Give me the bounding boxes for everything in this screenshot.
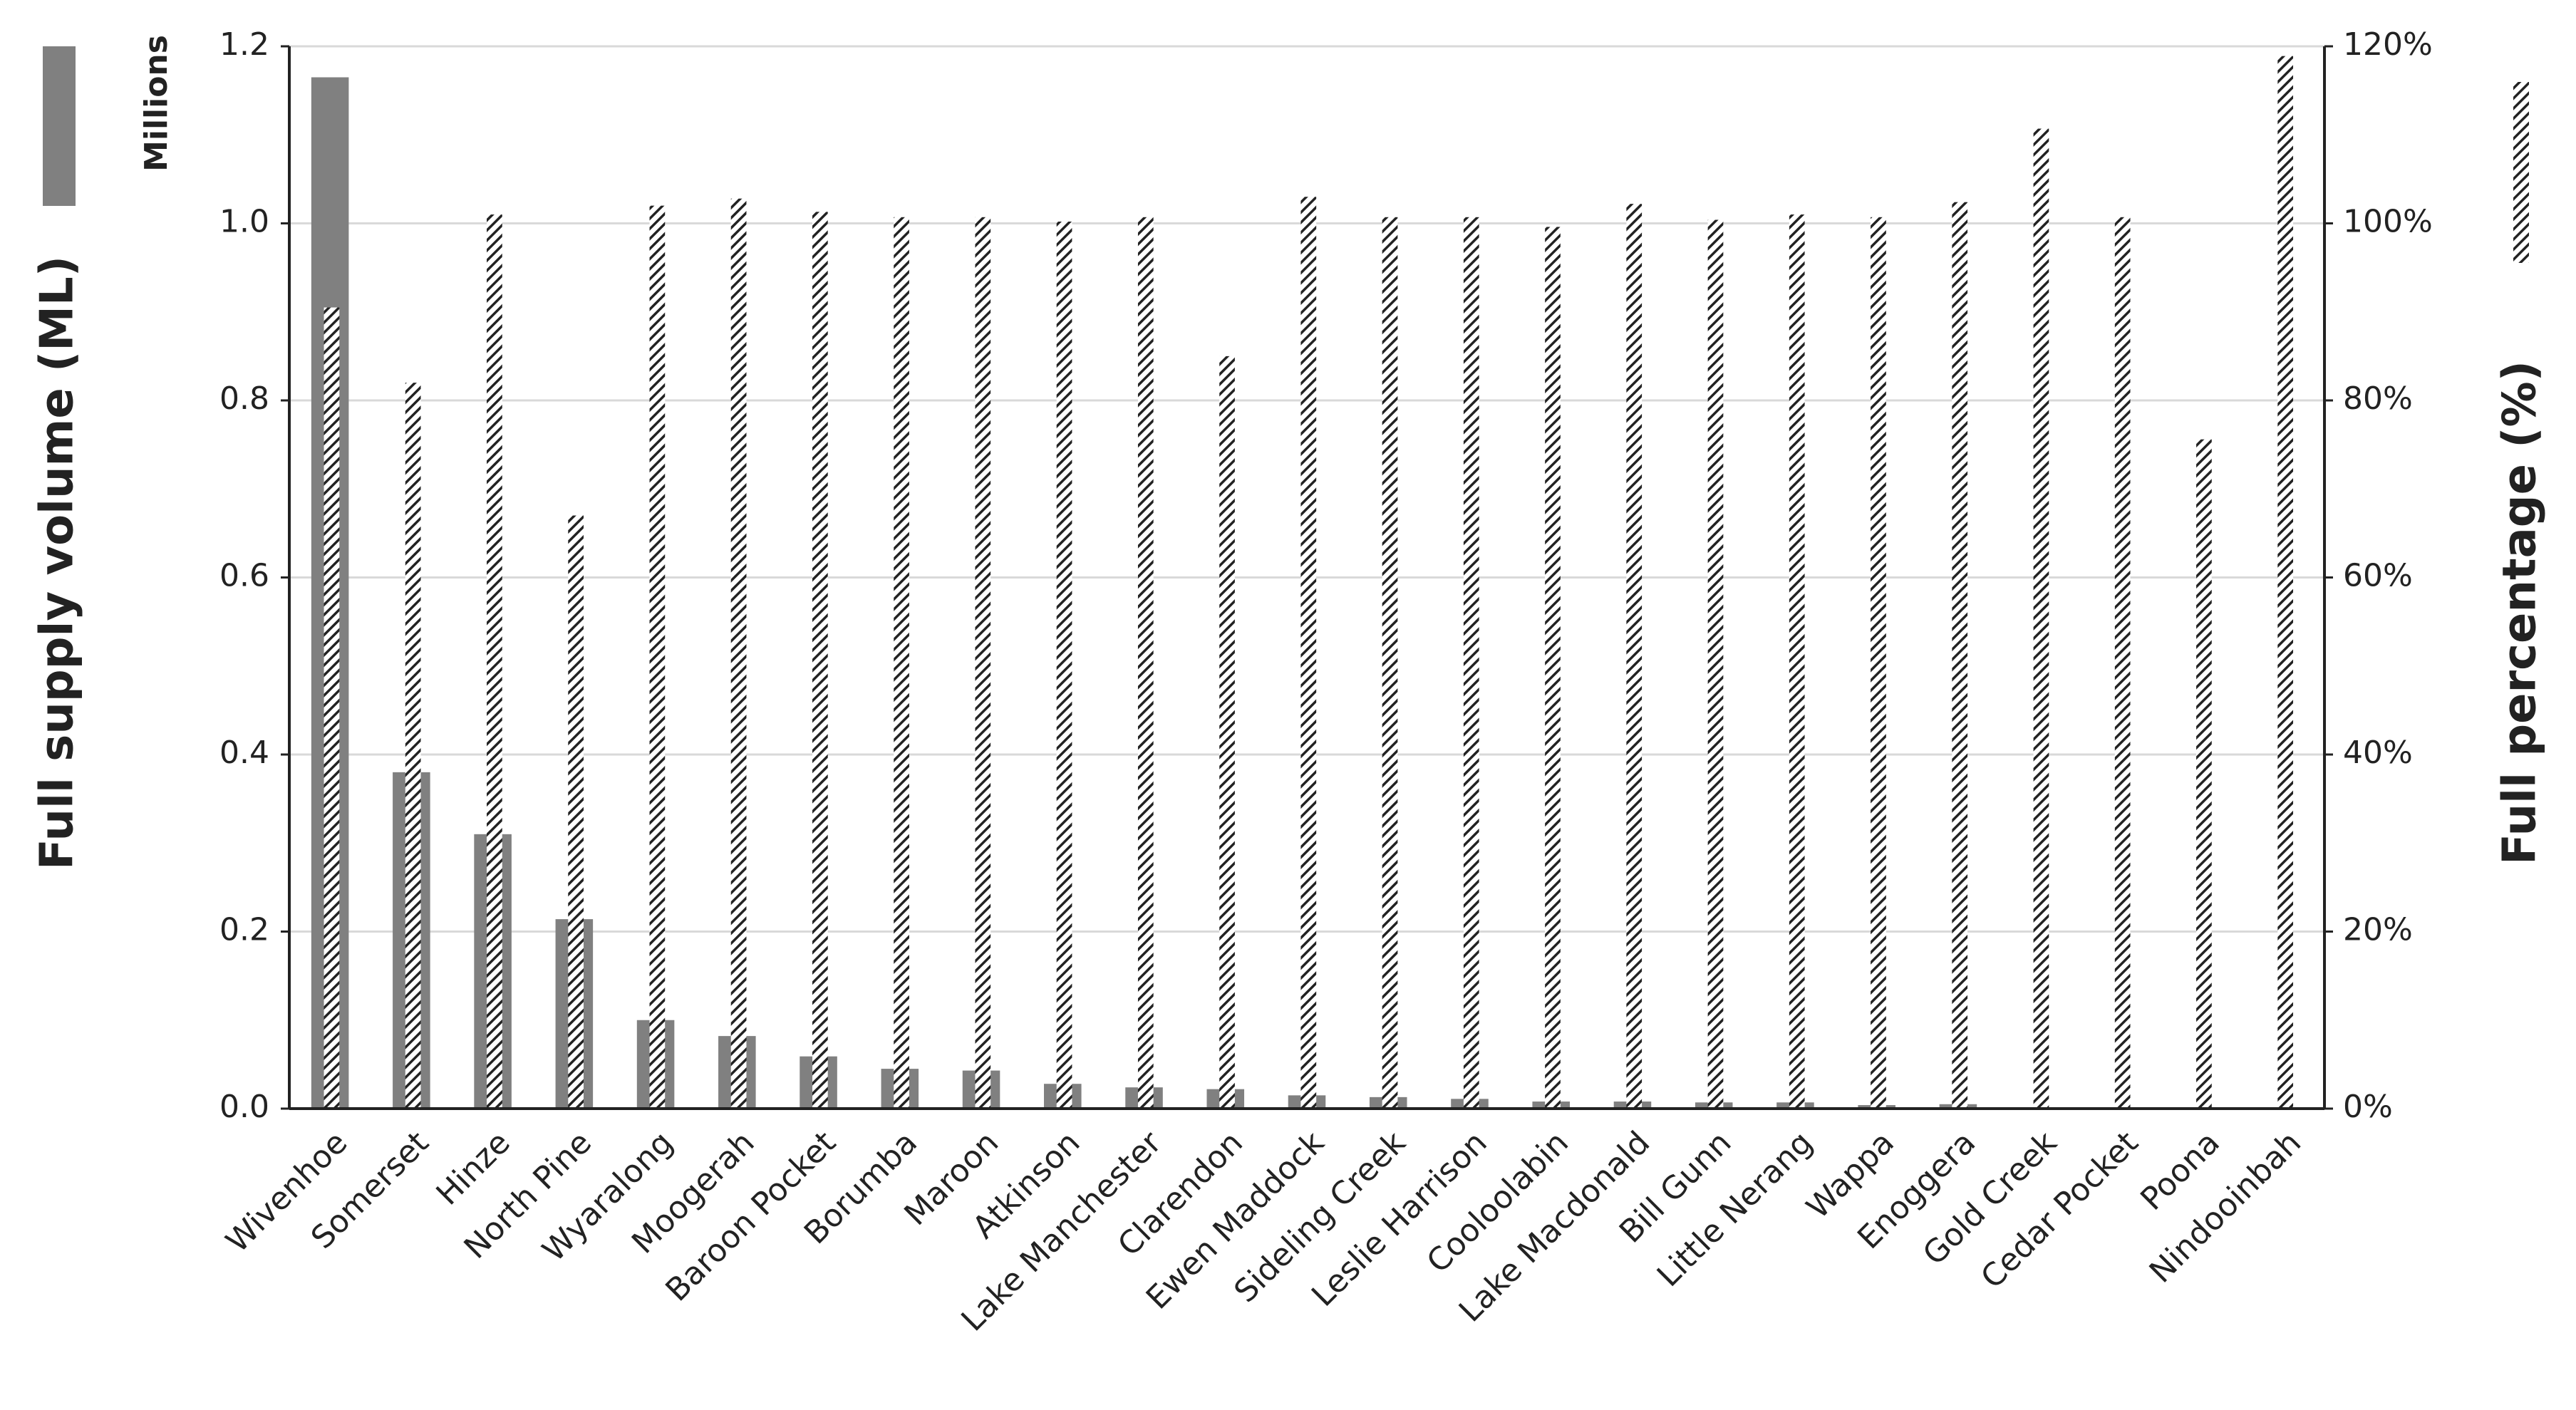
bar-percentage bbox=[730, 198, 747, 1109]
bar-percentage bbox=[2196, 439, 2212, 1109]
y-tick-label: 1.0 bbox=[219, 204, 269, 240]
y2-tick-label: 60% bbox=[2343, 558, 2413, 594]
y-tick-label: 0.6 bbox=[219, 558, 269, 594]
y2-axis-title: Full percentage (%) bbox=[2494, 361, 2547, 865]
y-tick-label: 0.0 bbox=[219, 1089, 269, 1125]
bar-percentage bbox=[1952, 202, 1968, 1109]
y-tick-label: 0.2 bbox=[219, 912, 269, 948]
legend-swatch-volume bbox=[43, 46, 76, 206]
legend-swatch-percentage bbox=[2513, 82, 2529, 263]
x-tick-label: Cooloolabin bbox=[1420, 1124, 1576, 1280]
y2-tick-label: 100% bbox=[2343, 204, 2433, 240]
y2-tick-label: 120% bbox=[2343, 26, 2433, 63]
y2-tick-label: 40% bbox=[2343, 735, 2413, 771]
y-axis-title: Full supply volume (ML) bbox=[31, 256, 84, 870]
y2-tick-label: 20% bbox=[2343, 912, 2413, 948]
bar-percentage bbox=[894, 217, 909, 1109]
bar-percentage bbox=[2114, 217, 2131, 1109]
bar-percentage bbox=[1463, 217, 1479, 1109]
bar-percentage bbox=[975, 217, 991, 1109]
bar-percentage bbox=[1545, 227, 1561, 1109]
bar-percentage bbox=[1871, 217, 1886, 1109]
bar-percentage bbox=[405, 383, 421, 1109]
bar-percentage bbox=[2277, 56, 2294, 1109]
bar-percentage bbox=[568, 515, 584, 1109]
bar-percentage bbox=[2033, 128, 2049, 1109]
bar-percentage bbox=[1707, 219, 1724, 1109]
bar-percentage bbox=[487, 214, 502, 1109]
y-tick-label: 0.8 bbox=[219, 380, 269, 417]
y-tick-label: 0.4 bbox=[219, 735, 269, 771]
bar-percentage bbox=[812, 212, 828, 1109]
bar-percentage bbox=[1219, 356, 1235, 1109]
bar-percentage bbox=[1300, 197, 1317, 1109]
bar-percentage bbox=[1382, 217, 1398, 1109]
bar-percentage bbox=[1056, 222, 1072, 1109]
bar-percentage bbox=[649, 205, 666, 1109]
y2-tick-label: 0% bbox=[2343, 1089, 2393, 1125]
bar-percentage bbox=[1789, 214, 1805, 1109]
y-tick-label: 1.2 bbox=[219, 26, 269, 63]
bar-percentage bbox=[324, 307, 340, 1109]
y-axis-unit: Millions bbox=[138, 35, 175, 172]
bar-percentage bbox=[1137, 217, 1154, 1109]
y2-tick-label: 80% bbox=[2343, 380, 2413, 417]
bar-percentage bbox=[1626, 204, 1643, 1109]
